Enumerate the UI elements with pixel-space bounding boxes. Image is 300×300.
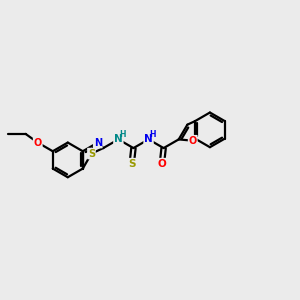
Text: N: N xyxy=(114,134,123,144)
Text: S: S xyxy=(88,148,95,159)
Text: N: N xyxy=(144,134,153,144)
Text: O: O xyxy=(158,159,166,169)
Text: H: H xyxy=(119,130,126,139)
Text: N: N xyxy=(94,138,102,148)
Text: O: O xyxy=(34,138,42,148)
Text: S: S xyxy=(128,159,136,169)
Text: O: O xyxy=(189,136,197,146)
Text: H: H xyxy=(149,130,156,139)
